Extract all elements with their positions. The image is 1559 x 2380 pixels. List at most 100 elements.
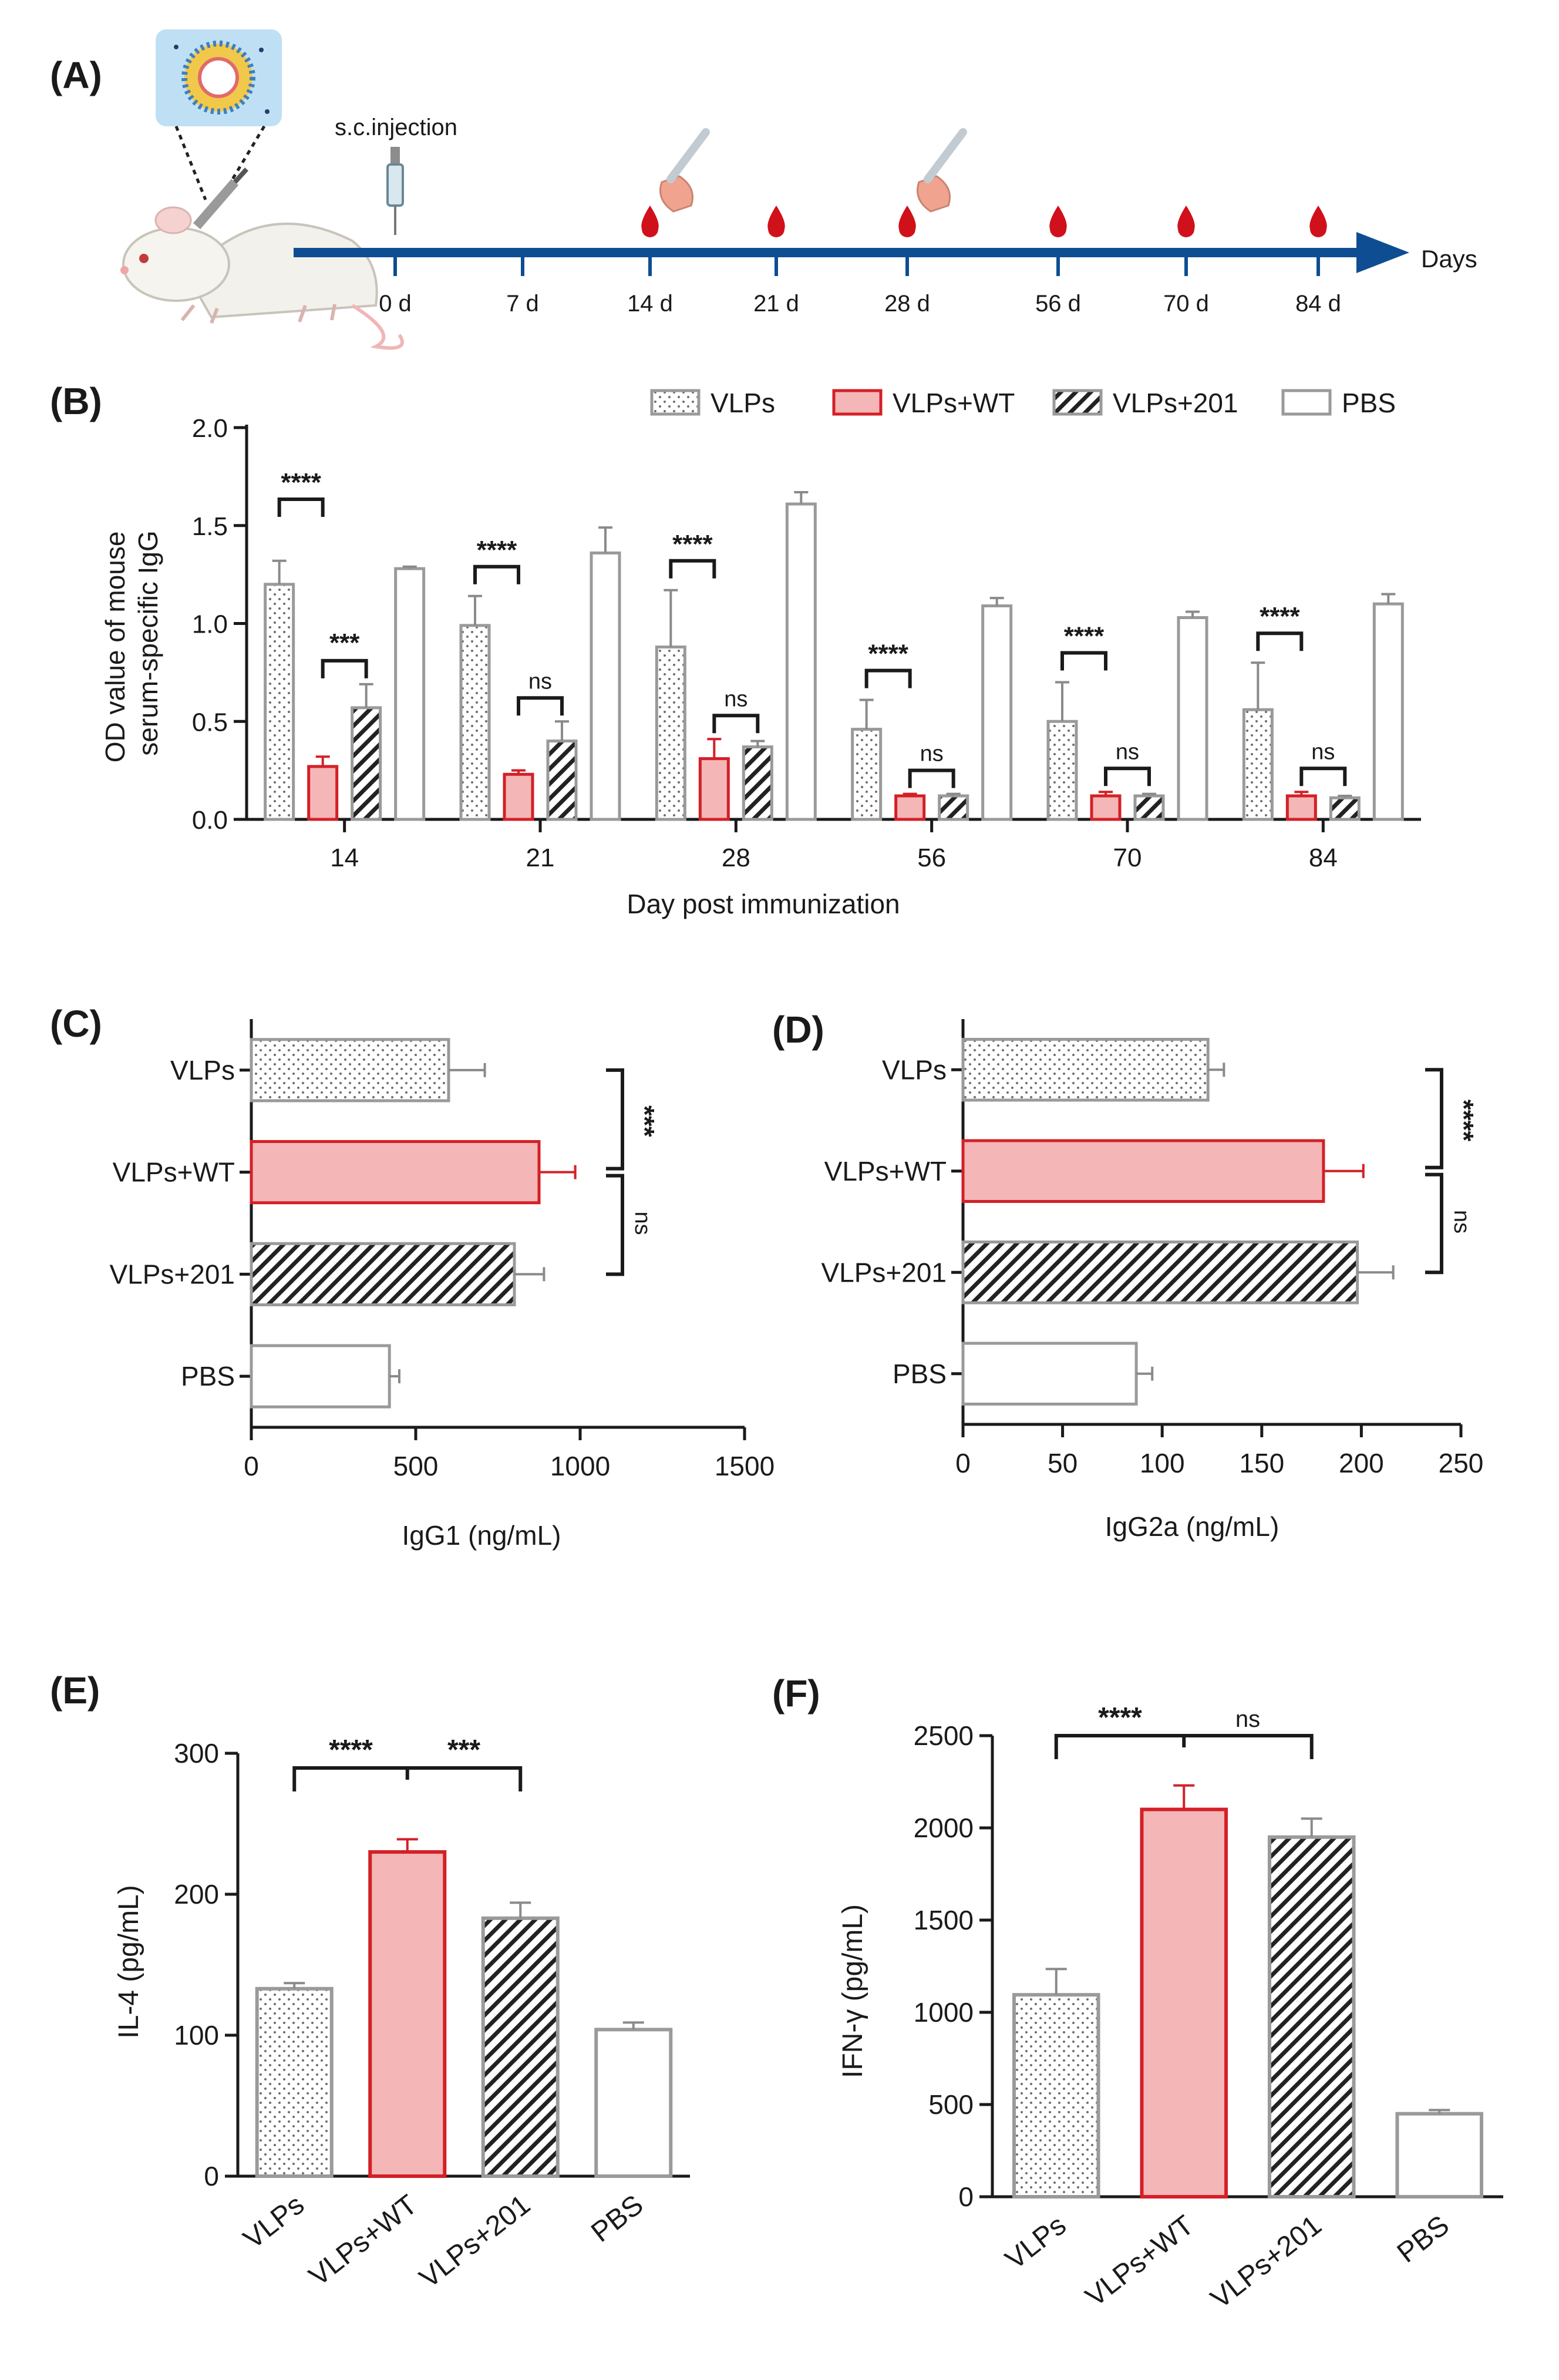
bar-vlps-201 <box>1267 1835 1356 2199</box>
mouse-illustration-icon <box>120 206 404 350</box>
panel-b-igg-chart: (B) VLPs VLPs+WT VLPs+201 PBS OD value of m… <box>50 380 1421 919</box>
timeline-axis-label: Days <box>1421 245 1477 273</box>
error-bar <box>1301 1817 1322 1837</box>
error-bar <box>1338 794 1352 798</box>
x-tick-label: 21 <box>526 843 555 872</box>
significance-label: ns <box>1235 1706 1260 1732</box>
significance-label: ns <box>1116 739 1139 764</box>
bar-pbs <box>394 567 426 821</box>
legend-swatch <box>832 389 883 416</box>
legend-swatch <box>650 389 701 416</box>
bar-vlps-wt <box>503 772 534 821</box>
x-tick-label: 250 <box>1439 1448 1484 1478</box>
bar-vlps <box>961 1038 1210 1102</box>
panel-e-il4-chart: (E) IL-4 (pg/mL) 0 100 200 300 VLPsVLPs+WTVL… <box>50 1669 690 2294</box>
bar-vlps-201 <box>250 1242 516 1306</box>
error-bar <box>468 594 482 626</box>
error-bar <box>1136 1366 1154 1381</box>
error-bar <box>511 769 526 775</box>
bar-vlps-201 <box>351 706 382 821</box>
bar-pbs <box>1177 616 1208 821</box>
significance-bracket <box>473 564 520 584</box>
x-tick-label: PBS <box>585 2189 649 2248</box>
x-tick-label: 70 <box>1113 843 1142 872</box>
bar-vlps-201 <box>938 794 969 821</box>
y-tick-label: 100 <box>174 2020 219 2050</box>
error-bar <box>402 565 417 569</box>
bar-vlps <box>1012 1993 1100 2199</box>
blood-drop-icon <box>1309 206 1327 237</box>
x-axis-label: IgG2a (ng/mL) <box>1105 1511 1279 1542</box>
x-tick-label: 0 <box>955 1448 971 1478</box>
panel-d-igg2a-chart: (D) IgG2a (ng/mL) 0 50 100 150 200 250 VLPs VLP… <box>772 1009 1483 1542</box>
bar-vlps <box>264 583 295 821</box>
significance-bracket <box>1299 767 1347 786</box>
significance-label: **** <box>1064 622 1105 651</box>
timeline-day-label: 21 d <box>753 291 799 317</box>
legend-label: PBS <box>1342 388 1396 418</box>
timeline-day-label: 0 d <box>379 291 412 317</box>
significance-label: **** <box>1098 1702 1142 1733</box>
x-tick-label: 500 <box>393 1451 439 1481</box>
error-bar <box>664 589 678 647</box>
error-bar <box>622 2021 644 2030</box>
error-bar <box>598 526 612 553</box>
significance-label: ns <box>920 742 944 767</box>
x-tick-label: 100 <box>1140 1448 1185 1478</box>
significance-bracket <box>864 668 912 688</box>
error-bar <box>859 698 874 730</box>
y-tick-label: 2500 <box>914 1720 974 1751</box>
blood-tube-icon <box>917 128 967 213</box>
bar-pbs <box>594 2028 673 2178</box>
error-bar <box>510 1901 531 1918</box>
significance-label: **** <box>868 640 908 668</box>
error-bar <box>707 738 722 759</box>
error-bar <box>1142 792 1156 796</box>
bar-vlps-wt <box>1090 794 1122 821</box>
x-tick-label: 50 <box>1048 1448 1078 1478</box>
x-axis-label: Day post immunization <box>627 889 900 919</box>
y-tick-label: 1500 <box>914 1905 974 1935</box>
error-bar <box>946 792 961 796</box>
legend: VLPs VLPs+WT VLPs+201 PBS <box>650 388 1396 418</box>
error-bar <box>1186 610 1200 618</box>
x-tick-label: PBS <box>1392 2210 1455 2269</box>
significance-label: **** <box>1260 602 1300 631</box>
bar-vlps <box>250 1038 450 1102</box>
bar-pbs <box>1395 2112 1484 2199</box>
legend-label: VLPs+WT <box>893 388 1015 418</box>
error-bar <box>389 1369 400 1384</box>
significance-label: *** <box>447 1734 480 1766</box>
significance-bracket <box>517 696 564 716</box>
significance-label: ns <box>1449 1210 1474 1233</box>
bar-vlps-201 <box>961 1241 1359 1305</box>
significance-label: *** <box>329 628 360 657</box>
x-tick-label: 200 <box>1339 1448 1384 1478</box>
y-tick-label: PBS <box>893 1359 947 1389</box>
timeline-day-label: 14 d <box>627 291 673 317</box>
significance-bracket <box>277 497 325 517</box>
timeline-day-label: 7 d <box>506 291 539 317</box>
y-tick-label: 0.0 <box>192 806 228 835</box>
error-bar <box>359 683 373 708</box>
significance-label: **** <box>281 468 321 497</box>
significance-bracket <box>1425 1172 1443 1275</box>
x-axis-label: IgG1 (ng/mL) <box>402 1520 561 1551</box>
significance-bracket <box>606 1174 624 1276</box>
error-bar <box>1099 791 1113 796</box>
y-axis-label: OD value of mouse serum-specific IgG <box>100 524 163 763</box>
error-bar <box>750 739 765 747</box>
significance-label: ns <box>1311 739 1335 764</box>
error-bar <box>1357 1265 1395 1280</box>
error-bar <box>1251 661 1265 710</box>
injection-label: s.c.injection <box>335 115 457 140</box>
y-axis-label: IL-4 (pg/mL) <box>113 1885 144 2038</box>
significance-bracket <box>669 559 716 579</box>
error-bar <box>396 1838 418 1852</box>
error-bar <box>1045 1968 1067 1995</box>
x-tick-label: VLPs+201 <box>414 2189 536 2294</box>
significance-bracket <box>292 1766 523 1791</box>
error-bar <box>794 491 809 505</box>
